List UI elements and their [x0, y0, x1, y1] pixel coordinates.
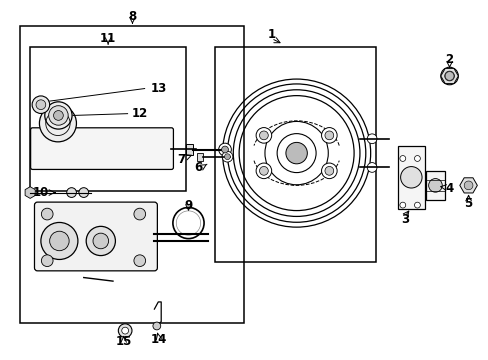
- Circle shape: [41, 208, 53, 220]
- Text: 11: 11: [100, 32, 116, 45]
- Circle shape: [321, 127, 336, 143]
- Circle shape: [32, 96, 50, 113]
- Circle shape: [366, 163, 376, 172]
- Circle shape: [259, 131, 268, 140]
- Circle shape: [93, 233, 108, 249]
- Circle shape: [134, 208, 145, 220]
- Bar: [197, 153, 203, 161]
- Circle shape: [428, 179, 441, 192]
- Circle shape: [54, 111, 63, 120]
- Circle shape: [321, 163, 336, 179]
- Text: 15: 15: [115, 335, 132, 348]
- Text: 14: 14: [151, 333, 167, 346]
- Circle shape: [400, 167, 421, 188]
- Text: 5: 5: [464, 197, 472, 210]
- Circle shape: [414, 202, 420, 208]
- Text: 1: 1: [266, 28, 275, 41]
- FancyBboxPatch shape: [35, 202, 157, 271]
- Bar: [30, 47, 185, 191]
- Bar: [185, 144, 193, 154]
- Circle shape: [399, 156, 405, 161]
- Bar: [425, 171, 444, 200]
- Circle shape: [325, 166, 333, 175]
- Bar: [215, 47, 375, 262]
- Circle shape: [366, 134, 376, 144]
- Text: 10: 10: [33, 186, 49, 199]
- Circle shape: [41, 255, 53, 266]
- Circle shape: [41, 222, 78, 260]
- Circle shape: [444, 72, 453, 80]
- Bar: [20, 26, 244, 323]
- Circle shape: [440, 67, 457, 85]
- Text: 12: 12: [131, 107, 147, 120]
- Text: 13: 13: [151, 82, 167, 95]
- Text: 8: 8: [128, 10, 136, 23]
- Circle shape: [153, 322, 161, 330]
- Circle shape: [224, 154, 230, 159]
- Circle shape: [50, 231, 69, 251]
- Circle shape: [222, 151, 232, 162]
- Text: 2: 2: [445, 53, 453, 66]
- Circle shape: [134, 255, 145, 266]
- Circle shape: [256, 163, 271, 179]
- Circle shape: [36, 100, 46, 109]
- Circle shape: [256, 127, 271, 143]
- Circle shape: [325, 131, 333, 140]
- Circle shape: [66, 188, 76, 197]
- Text: 3: 3: [400, 213, 408, 226]
- Circle shape: [86, 226, 115, 256]
- Circle shape: [399, 202, 405, 208]
- Circle shape: [259, 166, 268, 175]
- Circle shape: [285, 143, 307, 164]
- Circle shape: [221, 146, 228, 153]
- Text: 9: 9: [184, 199, 192, 212]
- Circle shape: [79, 188, 88, 197]
- Text: 6: 6: [194, 161, 202, 174]
- Circle shape: [444, 71, 453, 81]
- FancyBboxPatch shape: [31, 128, 173, 170]
- Bar: [397, 146, 424, 209]
- Circle shape: [122, 327, 128, 334]
- Circle shape: [118, 324, 132, 337]
- Circle shape: [218, 143, 231, 156]
- Text: 4: 4: [444, 183, 452, 195]
- Circle shape: [414, 156, 420, 161]
- Circle shape: [40, 105, 76, 142]
- Circle shape: [45, 102, 72, 129]
- Circle shape: [463, 181, 472, 190]
- Circle shape: [49, 106, 68, 125]
- Text: 7: 7: [177, 153, 185, 166]
